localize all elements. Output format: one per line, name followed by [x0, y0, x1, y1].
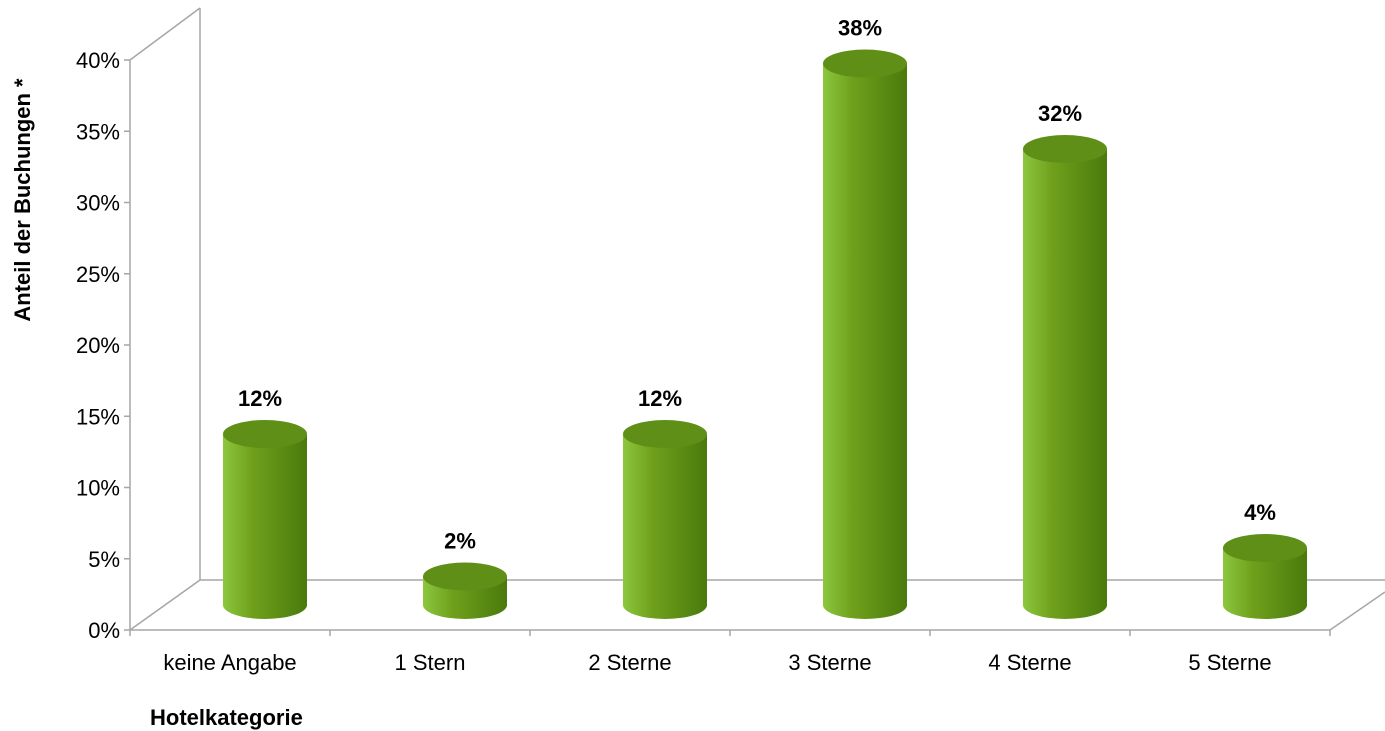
bar — [1223, 534, 1307, 619]
category-labels: keine Angabe 1 Stern 2 Sterne 3 Sterne 4 Ste… — [163, 650, 1271, 675]
bar-top — [1223, 534, 1307, 562]
x-axis-title: Hotelkategorie — [150, 705, 303, 730]
data-label: 38% — [838, 16, 882, 41]
y-tick-label: 30% — [76, 191, 120, 216]
category-label: keine Angabe — [163, 650, 296, 675]
y-tick-label: 5% — [88, 547, 120, 572]
bar-body — [223, 434, 307, 619]
y-tick-label: 10% — [76, 476, 120, 501]
bar — [1023, 135, 1107, 619]
category-label: 5 Sterne — [1188, 650, 1271, 675]
category-label: 3 Sterne — [788, 650, 871, 675]
data-label: 12% — [638, 386, 682, 411]
bar — [423, 562, 507, 619]
bar-top — [823, 49, 907, 78]
bars — [223, 49, 1307, 619]
bar-body — [823, 63, 907, 619]
bar — [623, 420, 707, 619]
y-tick-label: 40% — [76, 48, 120, 73]
data-label: 32% — [1038, 101, 1082, 126]
y-axis-title: Anteil der Buchungen * — [10, 78, 35, 322]
y-tick-label: 0% — [88, 618, 120, 643]
data-label: 4% — [1244, 500, 1276, 525]
bar-top — [423, 562, 507, 591]
chart-frame — [129, 7, 1385, 631]
y-tick-label: 15% — [76, 404, 120, 429]
category-label: 1 Stern — [395, 650, 466, 675]
category-label: 4 Sterne — [988, 650, 1071, 675]
bar-body — [1223, 548, 1307, 619]
bar-top — [223, 420, 307, 448]
data-label: 2% — [444, 529, 476, 554]
y-tick-label: 25% — [76, 262, 120, 287]
bar-top — [623, 420, 707, 448]
y-tick-label: 35% — [76, 119, 120, 144]
y-axis-ticks: 0% 5% 10% 15% 20% 25% 30% 35% 40% — [76, 48, 130, 643]
bar-top — [1023, 135, 1107, 163]
category-label: 2 Sterne — [588, 650, 671, 675]
bar — [223, 420, 307, 619]
data-label: 12% — [238, 386, 282, 411]
y-tick-label: 20% — [76, 333, 120, 358]
bar-body — [623, 434, 707, 619]
x-axis-ticks — [129, 630, 1331, 636]
bar — [823, 49, 907, 619]
data-labels: 12% 2% 12% 38% 32% 4% — [238, 16, 1276, 554]
bar-body — [1023, 149, 1107, 619]
